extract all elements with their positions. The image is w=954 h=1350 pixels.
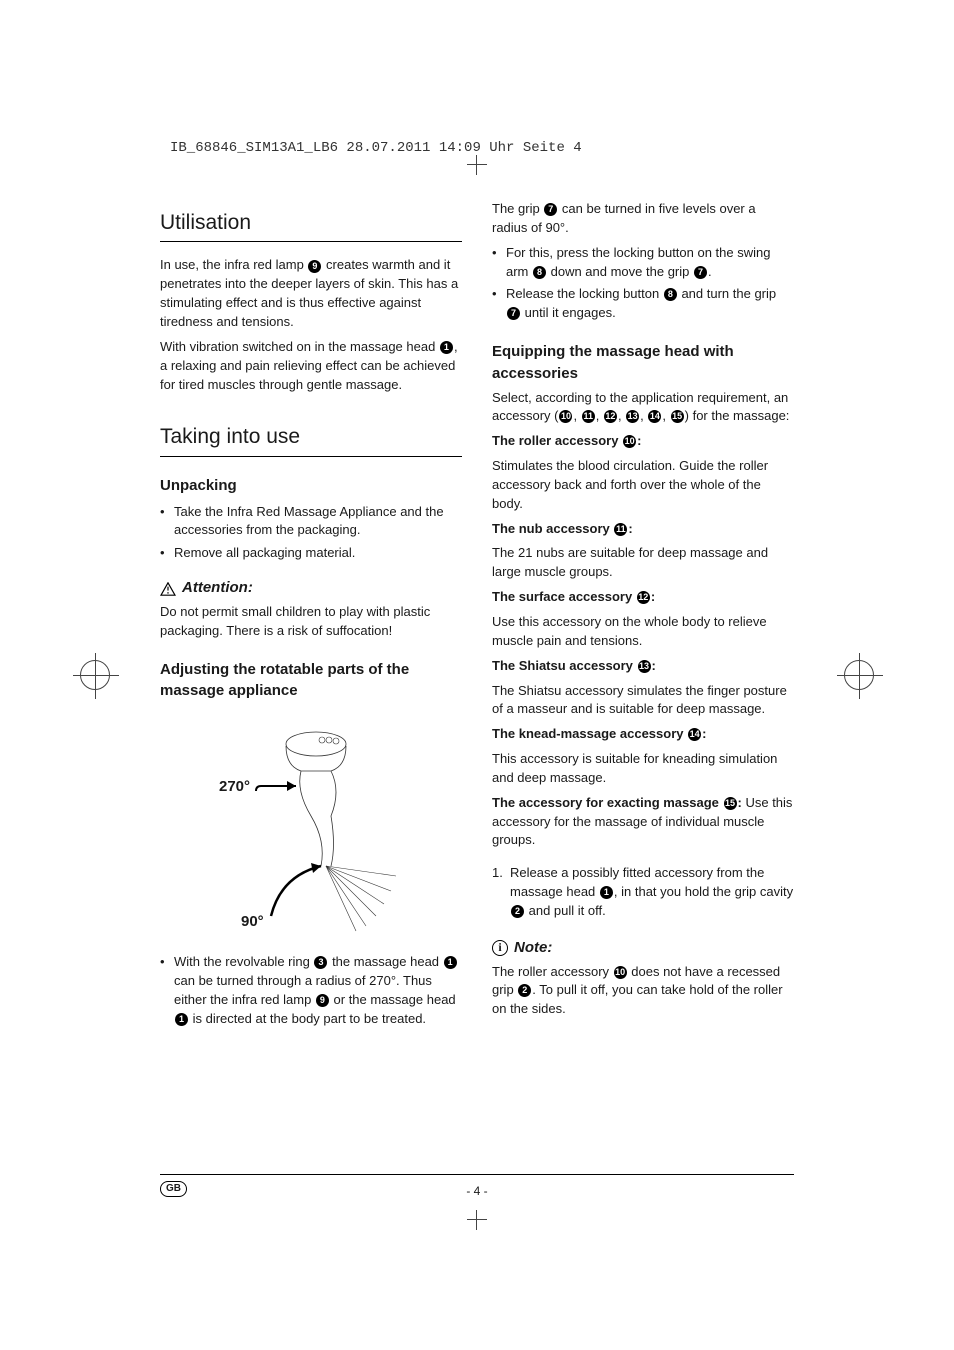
list-item: For this, press the locking button on th… <box>492 244 794 282</box>
para-utilisation-2: With vibration switched on in the massag… <box>160 338 462 395</box>
language-badge: GB <box>160 1181 187 1198</box>
list-item: Take the Infra Red Massage Appliance and… <box>160 503 462 541</box>
accessory-text: The 21 nubs are suitable for deep massag… <box>492 544 794 582</box>
ref-num: 10 <box>559 410 572 423</box>
note-heading: i Note: <box>492 937 794 959</box>
ref-num: 13 <box>626 410 639 423</box>
subheading-equipping: Equipping the massage head with accessor… <box>492 341 794 385</box>
ref-num: 1 <box>175 1013 188 1026</box>
text: With the revolvable ring <box>174 954 313 969</box>
grip-steps-list: For this, press the locking button on th… <box>492 244 794 323</box>
crop-mark-left <box>80 660 110 690</box>
ref-num: 1 <box>440 341 453 354</box>
accessory-text: The Shiatsu accessory simulates the fing… <box>492 682 794 720</box>
accessory-label: The roller accessory 10: <box>492 432 794 451</box>
ref-num: 9 <box>316 994 329 1007</box>
text: down and move the grip <box>547 264 693 279</box>
text: The grip <box>492 201 543 216</box>
text: . To pull it off, you can take hold of t… <box>492 982 783 1016</box>
accessory-text: Use this accessory on the whole body to … <box>492 613 794 651</box>
equip-ref-nums: 10, 11, 12, 13, 14, 15 <box>558 408 684 423</box>
equip-para: Select, according to the application req… <box>492 389 794 427</box>
angle-270-label: 270° <box>219 776 250 798</box>
text: With vibration switched on in the massag… <box>160 339 439 354</box>
ref-num: 1 <box>444 956 457 969</box>
revolvable-list: With the revolvable ring 3 the massage h… <box>160 953 462 1028</box>
ref-num: 8 <box>664 288 677 301</box>
ref-num: 10 <box>614 966 627 979</box>
ref-num: 7 <box>507 307 520 320</box>
info-icon: i <box>492 940 508 956</box>
accessories-list: The roller accessory 10: Stimulates the b… <box>492 432 794 850</box>
list-item: Release a possibly fitted accessory from… <box>492 864 794 921</box>
text: until it engages. <box>521 305 616 320</box>
list-item: With the revolvable ring 3 the massage h… <box>160 953 462 1028</box>
text: and pull it off. <box>525 903 606 918</box>
accessory-label: The accessory for exacting massage 15: U… <box>492 794 794 851</box>
ref-num: 2 <box>511 905 524 918</box>
accessory-text: Stimulates the blood circulation. Guide … <box>492 457 794 514</box>
text: or the massage head <box>330 992 456 1007</box>
accessory-label: The Shiatsu accessory 13: <box>492 657 794 676</box>
release-steps: Release a possibly fitted accessory from… <box>492 864 794 921</box>
text: and turn the grip <box>678 286 776 301</box>
ref-num: 7 <box>544 203 557 216</box>
accessory-label: The nub accessory 11: <box>492 520 794 539</box>
attention-label: Attention: <box>182 577 253 599</box>
page-footer: GB - 4 - <box>160 1174 794 1200</box>
text: is directed at the body part to be treat… <box>189 1011 426 1026</box>
heading-taking-into-use: Taking into use <box>160 422 462 456</box>
attention-heading: Attention: <box>160 577 462 599</box>
grip-para: The grip 7 can be turned in five levels … <box>492 200 794 238</box>
text: In use, the infra red lamp <box>160 257 307 272</box>
para-utilisation-1: In use, the infra red lamp 9 creates war… <box>160 256 462 331</box>
ref-num: 12 <box>604 410 617 423</box>
text: Release the locking button <box>506 286 663 301</box>
page-number: - 4 - <box>466 1184 487 1198</box>
subheading-unpacking: Unpacking <box>160 475 462 497</box>
list-item: Remove all packaging material. <box>160 544 462 563</box>
right-column: The grip 7 can be turned in five levels … <box>492 200 794 1036</box>
content-columns: Utilisation In use, the infra red lamp 9… <box>90 130 864 1036</box>
ref-num: 2 <box>518 984 531 997</box>
ref-num: 1 <box>600 886 613 899</box>
running-header: IB_68846_SIM13A1_LB6 28.07.2011 14:09 Uh… <box>170 138 582 158</box>
ref-num: 8 <box>533 266 546 279</box>
warning-icon <box>160 581 176 595</box>
text: the massage head <box>328 954 442 969</box>
angle-90-label: 90° <box>241 911 264 933</box>
attention-text: Do not permit small children to play wit… <box>160 603 462 641</box>
ref-num: 9 <box>308 260 321 273</box>
text: , in that you hold the grip cavity <box>614 884 793 899</box>
subheading-adjusting: Adjusting the rotatable parts of the mas… <box>160 659 462 703</box>
ref-num: 11 <box>582 410 595 423</box>
ref-num: 3 <box>314 956 327 969</box>
ref-num: 15 <box>671 410 684 423</box>
text: ) for the massage: <box>685 408 790 423</box>
heading-utilisation: Utilisation <box>160 208 462 242</box>
ref-num: 7 <box>694 266 707 279</box>
note-label: Note: <box>514 937 552 959</box>
text: . <box>708 264 712 279</box>
rotation-diagram: 270° 90° <box>201 716 421 941</box>
accessory-label: The surface accessory 12: <box>492 588 794 607</box>
crop-mark-right <box>844 660 874 690</box>
text: The roller accessory <box>492 964 613 979</box>
list-item: Release the locking button 8 and turn th… <box>492 285 794 323</box>
note-text: The roller accessory 10 does not have a … <box>492 963 794 1020</box>
accessory-label: The knead-massage accessory 14: <box>492 725 794 744</box>
ref-num: 14 <box>648 410 661 423</box>
left-column: Utilisation In use, the infra red lamp 9… <box>160 200 462 1036</box>
accessory-text: This accessory is suitable for kneading … <box>492 750 794 788</box>
unpacking-list: Take the Infra Red Massage Appliance and… <box>160 503 462 564</box>
crop-mark-bottom <box>467 1210 487 1230</box>
crop-mark-top <box>467 155 487 175</box>
